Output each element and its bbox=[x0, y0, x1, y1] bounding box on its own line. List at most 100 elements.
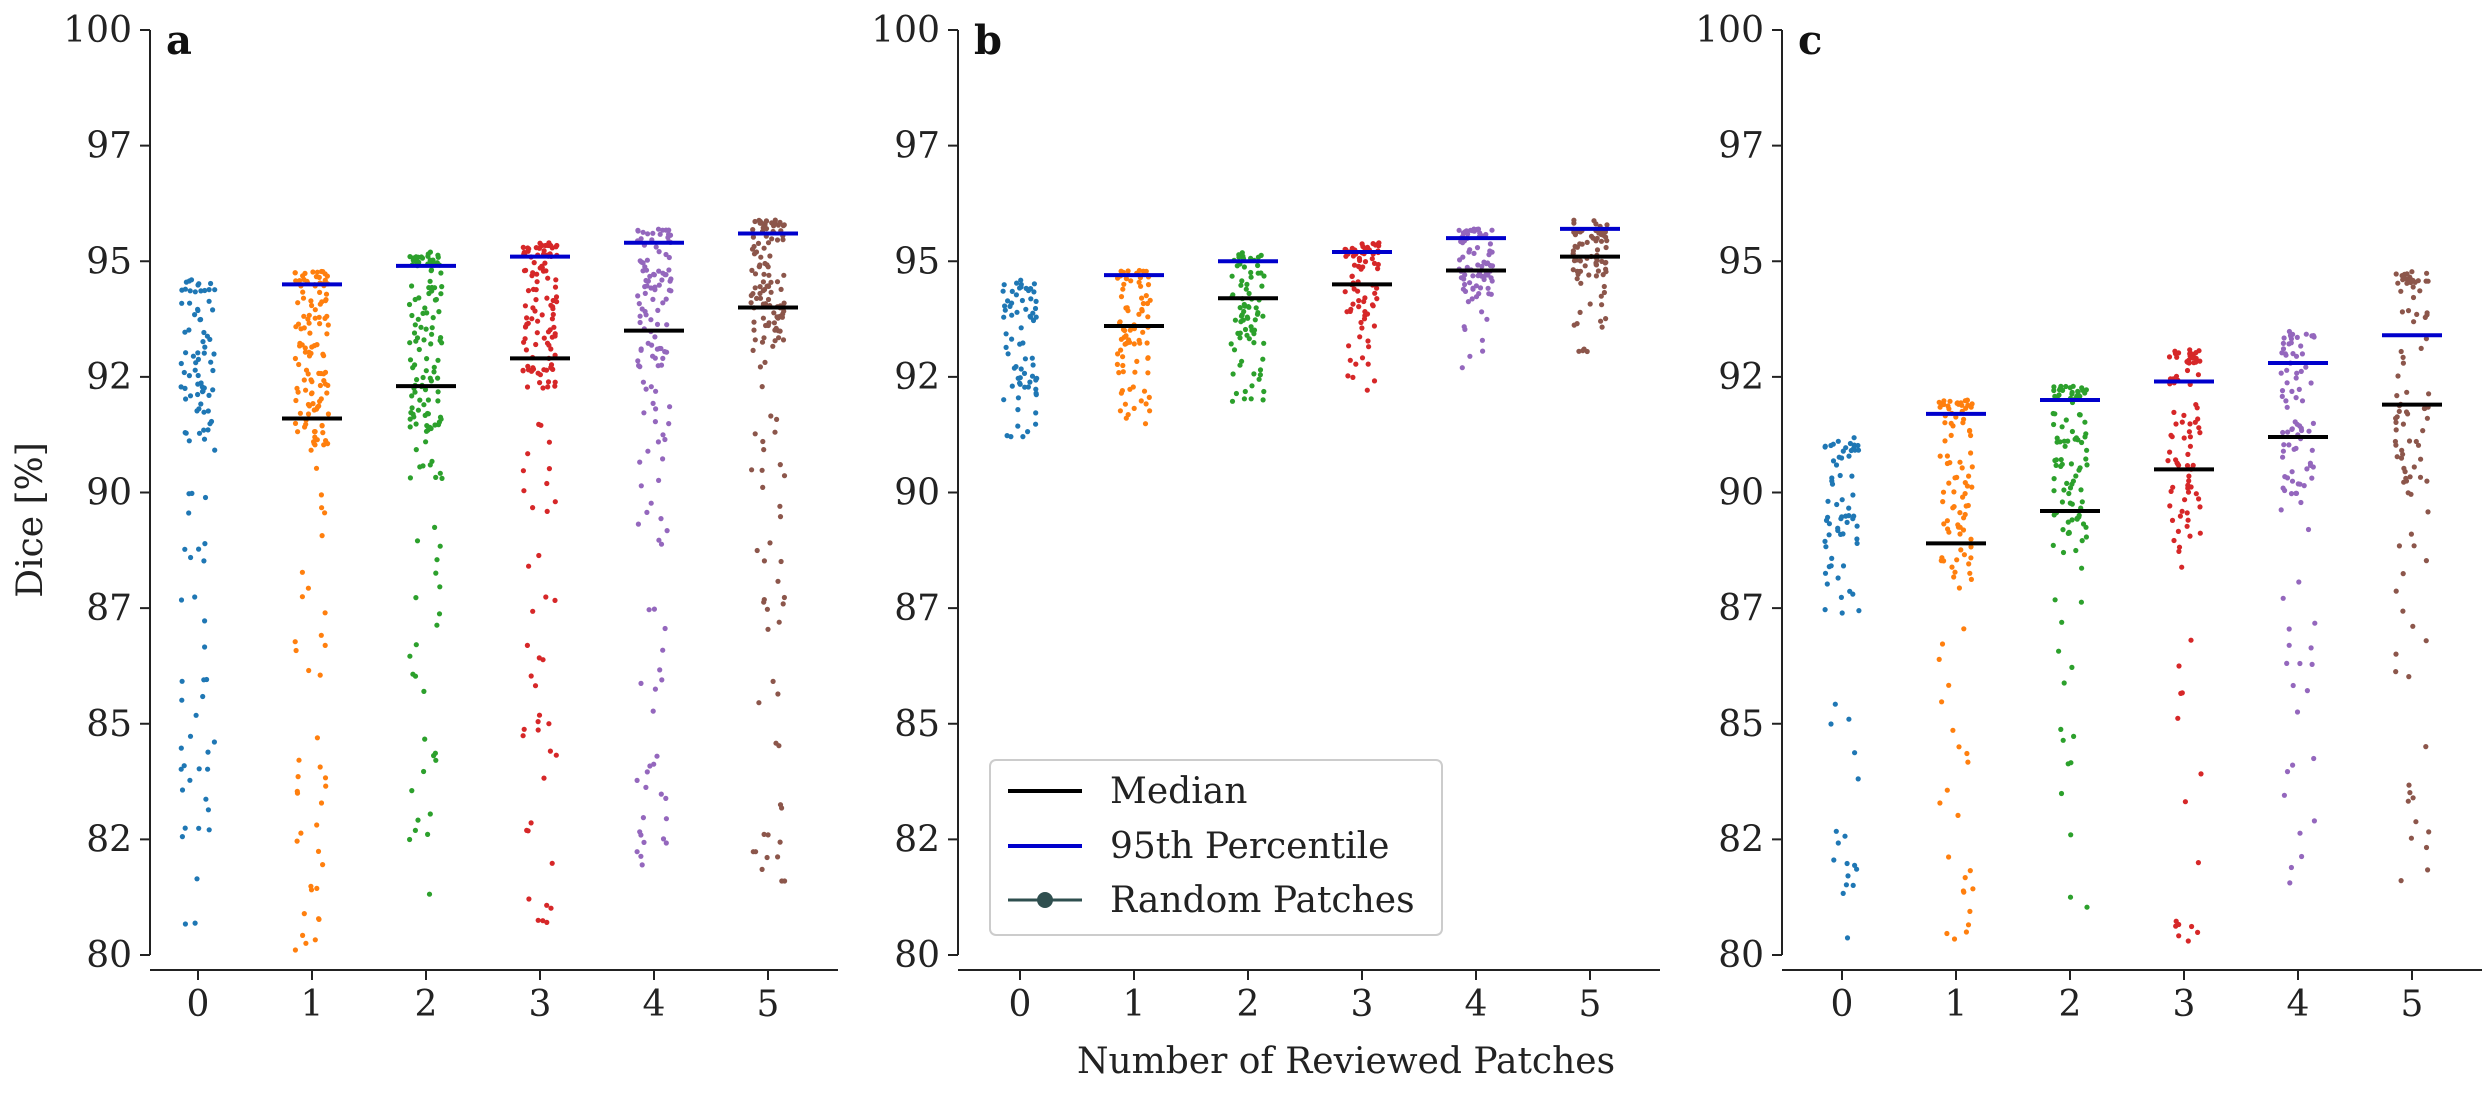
data-point bbox=[760, 438, 766, 445]
data-point bbox=[773, 740, 779, 746]
data-point bbox=[2198, 771, 2204, 777]
data-point bbox=[1954, 557, 1960, 563]
data-point bbox=[778, 286, 784, 292]
data-point bbox=[552, 379, 558, 385]
data-point bbox=[768, 289, 774, 295]
data-point bbox=[409, 788, 415, 794]
data-point bbox=[650, 708, 656, 714]
data-point bbox=[181, 763, 187, 769]
data-point bbox=[2173, 918, 2179, 924]
data-point bbox=[2309, 333, 2315, 339]
data-point bbox=[658, 345, 664, 352]
data-point bbox=[1029, 373, 1036, 379]
data-point bbox=[1959, 465, 1965, 471]
data-point bbox=[666, 267, 672, 273]
data-point bbox=[2076, 412, 2083, 418]
data-point bbox=[193, 360, 199, 366]
data-point bbox=[1145, 314, 1151, 320]
data-point bbox=[201, 350, 207, 356]
data-point bbox=[179, 834, 185, 840]
data-point bbox=[639, 862, 645, 868]
data-point bbox=[762, 301, 769, 307]
data-point bbox=[302, 345, 308, 351]
data-point bbox=[648, 384, 654, 390]
data-point bbox=[2289, 469, 2295, 475]
data-point bbox=[435, 398, 441, 404]
data-point bbox=[1139, 295, 1145, 301]
x-axis-title: Number of Reviewed Patches bbox=[1077, 1041, 1615, 1082]
data-point bbox=[1477, 230, 1483, 236]
data-point bbox=[2279, 388, 2286, 394]
data-point bbox=[1576, 348, 1582, 354]
data-point bbox=[1005, 351, 1011, 357]
data-point bbox=[1371, 260, 1378, 266]
data-point bbox=[1957, 509, 1963, 516]
data-point bbox=[640, 815, 647, 821]
y-tick-label: 92 bbox=[894, 357, 940, 398]
data-point bbox=[409, 393, 415, 399]
data-point bbox=[751, 251, 758, 257]
data-point bbox=[656, 282, 662, 288]
data-point bbox=[648, 500, 654, 506]
data-point bbox=[198, 380, 204, 386]
data-point bbox=[1346, 343, 1352, 349]
data-point bbox=[323, 291, 330, 297]
data-point bbox=[1603, 234, 1609, 240]
data-point bbox=[178, 745, 184, 751]
data-point bbox=[2184, 510, 2190, 516]
data-point bbox=[188, 554, 194, 561]
data-point bbox=[1966, 473, 1972, 479]
data-point bbox=[781, 594, 788, 601]
panel-a: 80 82 85 87 90 92 95 97 100 a 0 1 2 3 4 5 bbox=[63, 10, 838, 1025]
data-point bbox=[634, 777, 640, 784]
data-point bbox=[318, 396, 324, 402]
data-point bbox=[1954, 400, 1961, 406]
legend-p95-label: 95th Percentile bbox=[1110, 826, 1389, 867]
data-point bbox=[752, 337, 758, 343]
data-point bbox=[428, 268, 434, 274]
data-point bbox=[1823, 544, 1829, 550]
data-point bbox=[322, 277, 328, 283]
data-point bbox=[305, 585, 311, 591]
data-point bbox=[415, 316, 421, 322]
data-point bbox=[776, 335, 782, 341]
data-point bbox=[1015, 375, 1021, 381]
data-point bbox=[1459, 365, 1465, 371]
x-tick-label: 5 bbox=[2401, 984, 2424, 1025]
data-point bbox=[1488, 275, 1494, 281]
data-point bbox=[524, 315, 530, 321]
data-point bbox=[2304, 688, 2310, 694]
data-point bbox=[1002, 307, 1008, 313]
data-point bbox=[1957, 531, 1963, 537]
data-point bbox=[1843, 445, 1849, 451]
data-point bbox=[2287, 880, 2293, 886]
data-point bbox=[437, 543, 443, 549]
data-point bbox=[303, 387, 309, 393]
data-point bbox=[2400, 608, 2406, 614]
data-point bbox=[1256, 376, 1262, 382]
data-point bbox=[1465, 299, 1471, 305]
data-point bbox=[663, 795, 669, 802]
data-point bbox=[1843, 882, 1849, 888]
data-point bbox=[2424, 415, 2430, 421]
data-point bbox=[1473, 294, 1480, 300]
data-point bbox=[2167, 503, 2173, 509]
data-point bbox=[1574, 276, 1580, 282]
data-point bbox=[643, 784, 649, 791]
data-point bbox=[1852, 862, 1858, 869]
data-point bbox=[759, 467, 765, 473]
data-point bbox=[195, 350, 201, 356]
data-point bbox=[544, 480, 550, 487]
data-point bbox=[651, 272, 658, 278]
data-point bbox=[2195, 372, 2201, 378]
data-point bbox=[206, 298, 212, 304]
x-tick-label: 5 bbox=[757, 984, 780, 1025]
data-point bbox=[320, 430, 326, 436]
data-point bbox=[777, 328, 783, 334]
data-point bbox=[635, 358, 641, 364]
data-point bbox=[775, 854, 781, 860]
data-point bbox=[643, 267, 650, 273]
data-point bbox=[212, 447, 218, 453]
data-point bbox=[1961, 889, 1967, 895]
data-point bbox=[2052, 411, 2058, 417]
